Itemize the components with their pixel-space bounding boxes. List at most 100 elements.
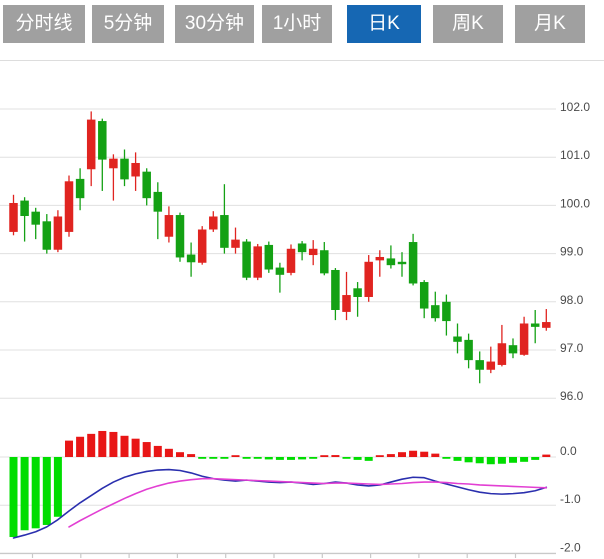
price-axis-label: 101.0 [560, 148, 590, 162]
candle-body [64, 181, 74, 232]
candle-body [542, 322, 551, 328]
candle-body [431, 305, 440, 319]
candle-body [275, 267, 285, 275]
candle-body [419, 282, 429, 309]
tab-weekly-k[interactable]: 周K [433, 5, 503, 43]
tab-monthly-k[interactable]: 月K [515, 5, 585, 43]
candle [153, 182, 163, 240]
candle [542, 309, 551, 331]
macd-histogram-bar [264, 457, 273, 460]
candle-body [231, 239, 240, 248]
tab-30min[interactable]: 30分钟 [175, 5, 254, 43]
macd-histogram-bar [120, 435, 129, 457]
price-axis-label: 99.0 [560, 245, 584, 259]
candle [342, 271, 351, 321]
candle [386, 245, 396, 269]
candle [75, 168, 85, 211]
candle [464, 333, 473, 369]
candle-body [353, 288, 362, 297]
macd-histogram-bar [20, 457, 29, 531]
candle [175, 212, 185, 262]
candle-body [442, 301, 451, 322]
candle [297, 241, 307, 261]
macd-histogram-bar [176, 452, 184, 457]
candle-body [9, 202, 18, 232]
candle-body [297, 243, 307, 253]
macd-histogram-bar [298, 457, 307, 460]
tab-daily-k[interactable]: 日K [347, 5, 421, 43]
macd-histogram-bar [309, 457, 318, 459]
tab-1hour[interactable]: 1小时 [262, 5, 332, 43]
candle [64, 175, 74, 237]
candle-body [519, 323, 529, 355]
candle [109, 154, 118, 201]
macd-histogram-bar [275, 457, 284, 460]
candle [419, 280, 429, 319]
candle-body [164, 215, 174, 237]
candle-body [486, 361, 496, 370]
candle-body [20, 200, 29, 217]
macd-histogram-bar [431, 453, 440, 457]
macd-histogram-bar [342, 457, 351, 459]
macd-histogram-bar [398, 452, 406, 457]
candle-body [253, 246, 262, 278]
interval-tabbar: 分时线 5分钟 30分钟 1小时 日K 周K 月K [0, 0, 604, 47]
candle [9, 194, 18, 236]
candle [408, 233, 418, 286]
candle [375, 250, 385, 277]
candle [264, 241, 274, 273]
candle-body [120, 158, 129, 180]
candle [397, 252, 407, 277]
candle [220, 184, 229, 254]
candle [164, 206, 174, 243]
macd-histogram-bar [31, 457, 40, 529]
candle-body [397, 261, 407, 265]
candle [530, 309, 540, 344]
candle [320, 242, 329, 276]
candle [431, 291, 440, 322]
macd-histogram-bar [9, 457, 18, 538]
macd-histogram-bar [386, 454, 395, 457]
macd-histogram-bar [53, 457, 62, 517]
macd-histogram-bar [497, 457, 506, 464]
candle-body [408, 242, 418, 284]
candle-body [109, 158, 118, 169]
candle [275, 262, 285, 293]
price-panel: 102.0 101.0 100.0 99.0 98.0 97.0 96.0 [0, 100, 590, 403]
candle-body [53, 216, 63, 250]
macd-histogram-bar [486, 457, 495, 465]
candle [20, 197, 29, 242]
candle [242, 239, 251, 281]
candle-body [286, 248, 296, 273]
tab-5min[interactable]: 5分钟 [92, 5, 164, 43]
macd-histogram-bar [542, 454, 551, 457]
candle-body [342, 295, 351, 312]
candle-body [320, 250, 329, 274]
candle-body [497, 343, 507, 365]
candle [120, 149, 129, 187]
macd-histogram-bar [531, 457, 540, 460]
candle [486, 346, 496, 374]
candle [209, 211, 218, 232]
tab-time-share[interactable]: 分时线 [3, 5, 85, 43]
candle [475, 351, 484, 384]
candle [131, 152, 140, 191]
macd-histogram-bar [198, 457, 207, 459]
macd-histogram-bar [287, 457, 295, 460]
tabbar-divider [0, 60, 604, 61]
macd-histogram-bar [76, 436, 85, 457]
macd-histogram-bar [242, 457, 251, 459]
macd-panel: 0.0 -1.0 -2.0 [0, 430, 581, 554]
macd-histogram-bar [442, 457, 451, 459]
candle [508, 338, 518, 359]
candle-body [453, 336, 462, 342]
candle-body [508, 345, 518, 354]
candle [442, 294, 451, 336]
macd-axis-label: -1.0 [560, 492, 581, 506]
candle-body [220, 215, 229, 248]
macd-histogram-bar [509, 457, 517, 463]
macd-histogram-bar [409, 450, 418, 457]
candle [253, 243, 262, 281]
candle [286, 244, 296, 276]
